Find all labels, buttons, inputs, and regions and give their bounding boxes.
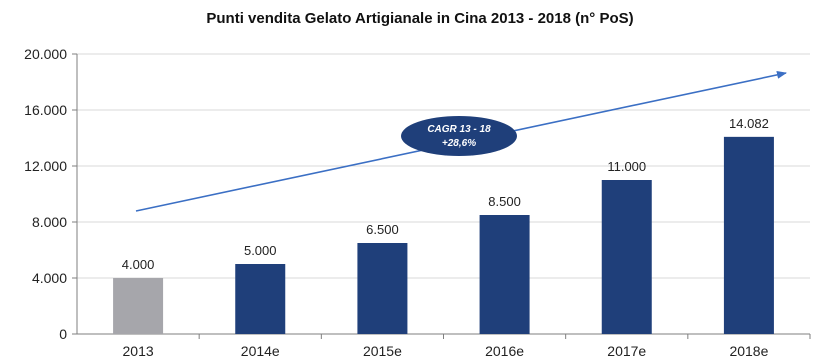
bar-value-label: 4.000	[122, 257, 155, 272]
x-axis-ticks: 2013 2014e 2015e 2016e 2017e 2018e	[123, 334, 811, 359]
axes	[76, 54, 810, 335]
y-axis-ticks: 0 4.000 8.000 12.000 16.000 20.000	[24, 46, 77, 342]
x-tick-label: 2017e	[607, 343, 646, 359]
cagr-badge	[401, 116, 517, 156]
trend-annotation: CAGR 13 - 18 +28,6%	[135, 70, 787, 212]
x-tick-label: 2018e	[729, 343, 768, 359]
cagr-value: +28,6%	[442, 138, 476, 149]
bar-value-label: 14.082	[729, 116, 769, 131]
bars	[113, 136, 774, 334]
bar-value-label: 5.000	[244, 243, 277, 258]
value-labels: 4.000 5.000 6.500 8.500 11.000 14.082	[122, 116, 769, 272]
y-tick-label: 20.000	[24, 46, 67, 62]
bar-value-label: 8.500	[488, 194, 521, 209]
gridlines	[77, 53, 810, 279]
y-tick-label: 12.000	[24, 158, 67, 174]
y-tick-label: 0	[59, 326, 67, 342]
cagr-label: CAGR 13 - 18	[427, 124, 491, 135]
bar	[479, 215, 530, 334]
x-tick-label: 2016e	[485, 343, 524, 359]
y-tick-label: 8.000	[32, 214, 67, 230]
bar-value-label: 11.000	[607, 159, 646, 174]
y-tick-label: 4.000	[32, 270, 67, 286]
bar	[723, 136, 774, 334]
y-tick-label: 16.000	[24, 102, 67, 118]
bar	[235, 264, 286, 334]
bar	[601, 180, 652, 334]
bar	[357, 243, 408, 334]
bar-value-label: 6.500	[366, 222, 399, 237]
bar	[113, 278, 164, 334]
x-tick-label: 2014e	[241, 343, 280, 359]
x-tick-label: 2013	[123, 343, 154, 359]
x-tick-label: 2015e	[363, 343, 402, 359]
chart-title: Punti vendita Gelato Artigianale in Cina…	[206, 10, 633, 27]
